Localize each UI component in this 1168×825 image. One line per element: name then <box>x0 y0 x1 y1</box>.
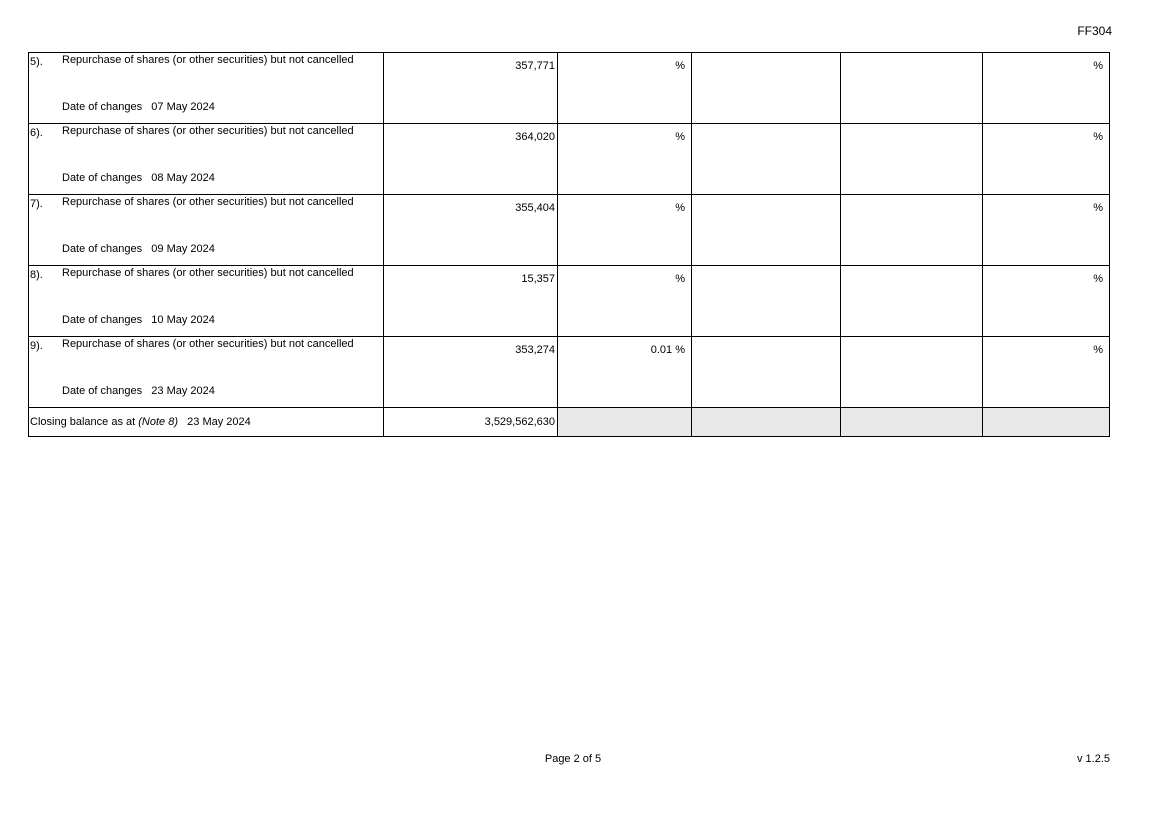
empty-cell <box>691 194 841 266</box>
row-index: 5). <box>30 56 43 68</box>
date-value: 23 May 2024 <box>151 385 215 397</box>
row-index: 8). <box>30 269 43 281</box>
empty-cell <box>691 336 841 408</box>
date-value: 10 May 2024 <box>151 314 215 326</box>
shaded-cell <box>557 407 692 437</box>
empty-cell <box>691 52 841 124</box>
row-date: Date of changes 09 May 2024 <box>62 243 215 255</box>
table-row: 6). Repurchase of shares (or other secur… <box>28 123 1110 195</box>
shares-cell: 355,404 <box>383 194 558 266</box>
empty-cell <box>840 194 983 266</box>
percent-cell: % <box>557 123 692 195</box>
table-row: 9). Repurchase of shares (or other secur… <box>28 336 1110 408</box>
date-label: Date of changes <box>62 243 143 255</box>
percent-cell: 0.01 % <box>557 336 692 408</box>
empty-cell <box>840 52 983 124</box>
row-date: Date of changes 08 May 2024 <box>62 172 215 184</box>
closing-note: (Note 8) <box>138 416 178 428</box>
date-label: Date of changes <box>62 172 143 184</box>
date-label: Date of changes <box>62 101 143 113</box>
row-date: Date of changes 07 May 2024 <box>62 101 215 113</box>
row-description: Repurchase of shares (or other securitie… <box>62 338 354 350</box>
shares-cell: 364,020 <box>383 123 558 195</box>
shaded-cell <box>982 407 1110 437</box>
date-label: Date of changes <box>62 385 143 397</box>
row-description: Repurchase of shares (or other securitie… <box>62 125 354 137</box>
row-description: Repurchase of shares (or other securitie… <box>62 267 354 279</box>
table-row: 7). Repurchase of shares (or other secur… <box>28 194 1110 266</box>
shares-cell: 353,274 <box>383 336 558 408</box>
version: v 1.2.5 <box>1076 753 1110 765</box>
row-date: Date of changes 23 May 2024 <box>62 385 215 397</box>
row-date: Date of changes 10 May 2024 <box>62 314 215 326</box>
row-index: 7). <box>30 198 43 210</box>
shares-cell: 357,771 <box>383 52 558 124</box>
closing-shares: 3,529,562,630 <box>383 407 558 437</box>
percent-cell: % <box>557 194 692 266</box>
empty-cell <box>840 265 983 337</box>
shaded-cell <box>691 407 841 437</box>
shaded-cell <box>840 407 983 437</box>
closing-balance-row: Closing balance as at (Note 8) 23 May 20… <box>28 407 1110 437</box>
percent-cell: % <box>982 123 1110 195</box>
row-index: 6). <box>30 127 43 139</box>
table-row: 5). Repurchase of shares (or other secur… <box>28 52 1110 124</box>
empty-cell <box>840 336 983 408</box>
row-description: Repurchase of shares (or other securitie… <box>62 196 354 208</box>
percent-cell: % <box>982 52 1110 124</box>
row-index: 9). <box>30 340 43 352</box>
share-changes-table: 5). Repurchase of shares (or other secur… <box>28 52 1110 437</box>
empty-cell <box>691 265 841 337</box>
row-description: Repurchase of shares (or other securitie… <box>62 54 354 66</box>
empty-cell <box>691 123 841 195</box>
empty-cell <box>840 123 983 195</box>
form-code: FF304 <box>1077 24 1112 38</box>
percent-cell: % <box>557 52 692 124</box>
date-value: 09 May 2024 <box>151 243 215 255</box>
date-value: 07 May 2024 <box>151 101 215 113</box>
closing-label: Closing balance as at <box>30 416 136 428</box>
date-label: Date of changes <box>62 314 143 326</box>
percent-cell: % <box>982 265 1110 337</box>
shares-cell: 15,357 <box>383 265 558 337</box>
page-number: Page 2 of 5 <box>544 753 602 765</box>
percent-cell: % <box>982 194 1110 266</box>
date-value: 08 May 2024 <box>151 172 215 184</box>
percent-cell: % <box>557 265 692 337</box>
table-row: 8). Repurchase of shares (or other secur… <box>28 265 1110 337</box>
percent-cell: % <box>982 336 1110 408</box>
closing-date: 23 May 2024 <box>187 416 251 428</box>
